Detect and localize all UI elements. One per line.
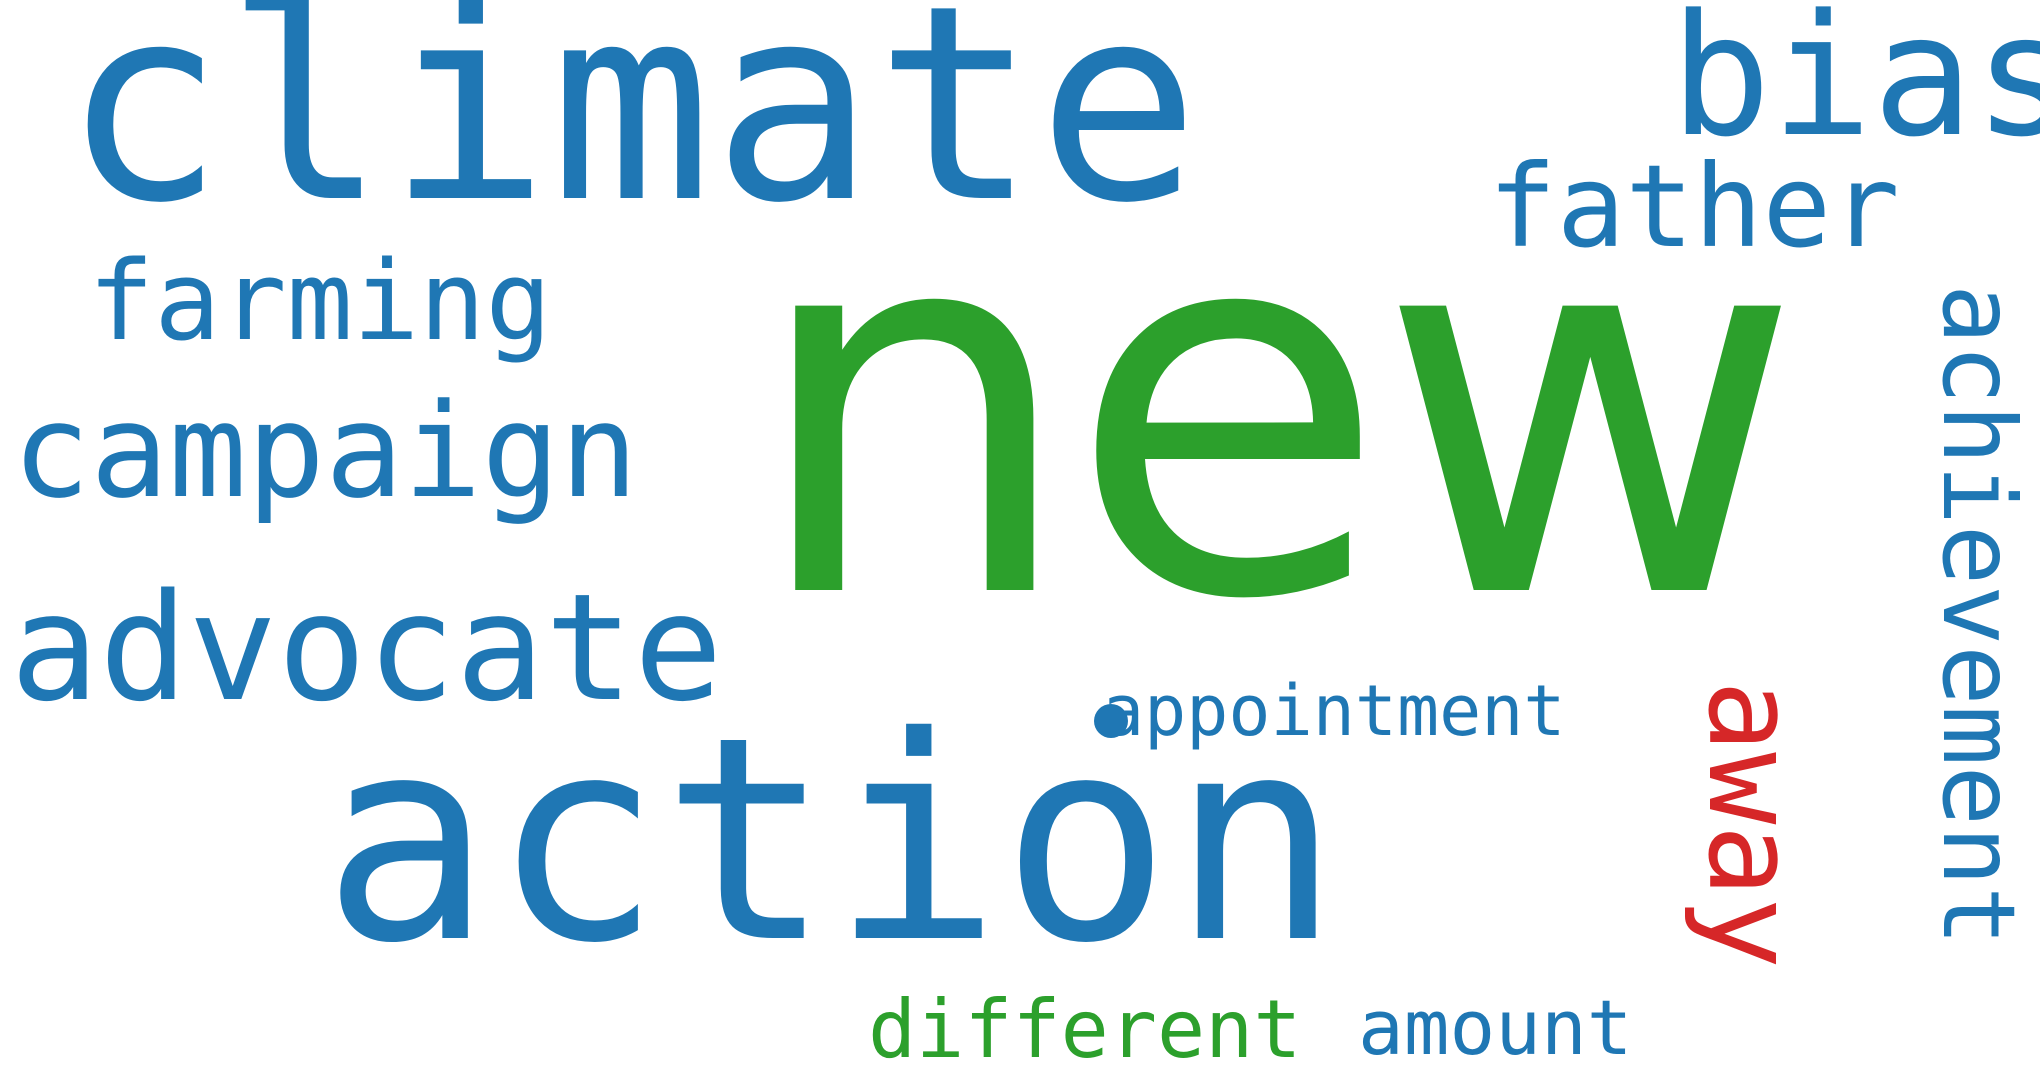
- word-farming: farming: [88, 237, 552, 365]
- word-campaign: campaign: [12, 375, 639, 527]
- word-amount: amount: [1358, 983, 1633, 1072]
- word-new: new: [748, 107, 1803, 713]
- word-achievement: achievement: [1920, 284, 2037, 947]
- word-bias: bias: [1670, 0, 2040, 174]
- word-climate: climate: [62, 0, 1200, 262]
- word-action: action: [322, 676, 1341, 1005]
- word-period-dot: [1094, 704, 1128, 738]
- word-different: different: [868, 983, 1302, 1076]
- word-away: away: [1681, 680, 1820, 969]
- word-appointment: appointment: [1102, 670, 1566, 752]
- word-father: father: [1488, 140, 1900, 273]
- word-advocate: advocate: [10, 562, 723, 734]
